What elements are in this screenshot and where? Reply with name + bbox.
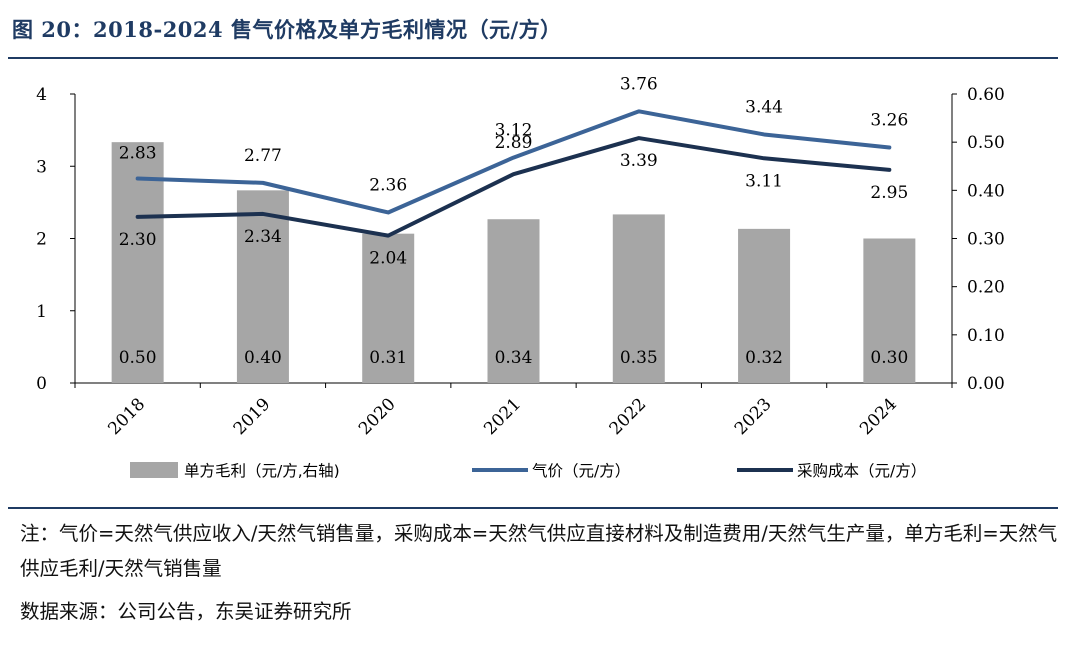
bar-gross-margin	[487, 219, 540, 383]
combo-chart: 0 1 2 3 4 0.00 0.10 0.20 0.30 0.40 0.50 0.60 2018 201…	[36, 74, 1005, 480]
left-axis-tick-label: 0	[36, 374, 47, 394]
left-axis-tick-label: 4	[36, 85, 47, 105]
bar-gross-margin	[362, 233, 415, 383]
legend-label-price: 气价（元/方）	[532, 462, 630, 480]
chart-title: 图 20：2018-2024 售气价格及单方毛利情况（元/方）	[12, 17, 562, 42]
top-divider	[8, 57, 1058, 59]
x-axis-tick-label: 2020	[355, 394, 400, 439]
bar-data-label: 0.35	[620, 348, 658, 368]
left-axis-tick-label: 2	[36, 230, 47, 250]
price-data-label: 3.12	[495, 121, 533, 141]
right-axis-tick-label: 0.10	[967, 326, 1005, 346]
bar-data-label: 0.34	[495, 348, 533, 368]
price-data-label: 2.83	[119, 144, 157, 164]
bar-gross-margin	[236, 190, 289, 383]
right-axis-tick-label: 0.40	[967, 181, 1005, 201]
bar-gross-margin	[738, 228, 791, 383]
bar-data-label: 0.30	[870, 348, 908, 368]
bottom-divider	[8, 507, 1058, 509]
x-axis-tick-label: 2019	[230, 394, 275, 439]
right-axis-tick-label: 0.50	[967, 133, 1005, 153]
x-axis-tick-label: 2022	[606, 394, 651, 439]
x-axis-tick-label: 2021	[480, 394, 525, 439]
legend-label-cost: 采购成本（元/方）	[797, 462, 926, 480]
x-axis-tick-label: 2024	[856, 394, 901, 439]
price-data-label: 2.36	[369, 175, 407, 195]
x-axis-tick-label: 2018	[104, 394, 149, 439]
price-data-label: 3.44	[745, 97, 783, 117]
price-data-label: 3.26	[870, 110, 908, 130]
bar-gross-margin	[863, 238, 916, 383]
cost-data-label: 2.89	[495, 133, 533, 153]
right-axis-tick-label: 0.00	[967, 374, 1005, 394]
bar-data-label: 0.32	[745, 348, 783, 368]
left-axis-tick-label: 3	[36, 157, 47, 177]
series-line-purchase-cost	[135, 136, 892, 238]
bar-data-label: 0.31	[369, 348, 407, 368]
right-axis-tick-label: 0.60	[967, 85, 1005, 105]
price-data-label: 2.77	[244, 146, 282, 166]
right-axis-tick-label: 0.30	[967, 230, 1005, 250]
bar-gross-margin	[612, 214, 665, 383]
cost-data-label: 2.34	[244, 227, 282, 247]
legend-label-bar: 单方毛利（元/方,右轴)	[184, 462, 340, 480]
bar-data-label: 0.50	[119, 348, 157, 368]
right-axis-tick-label: 0.20	[967, 278, 1005, 298]
series-line-gas-price	[135, 109, 892, 215]
x-axis-tick-label: 2023	[731, 394, 776, 439]
legend-swatch-bar	[130, 462, 178, 478]
cost-data-label: 2.04	[369, 249, 407, 269]
data-source: 数据来源：公司公告，东吴证券研究所	[20, 600, 352, 623]
bar-gross-margin	[111, 142, 164, 383]
cost-data-label: 2.95	[870, 183, 908, 203]
cost-data-label: 2.30	[119, 230, 157, 250]
cost-data-label: 3.11	[745, 171, 783, 191]
bar-data-label: 0.40	[244, 348, 282, 368]
cost-data-label: 3.39	[620, 151, 658, 171]
left-axis-tick-label: 1	[36, 302, 47, 322]
chart-note: 注：气价=天然气供应收入/天然气销售量，采购成本=天然气供应直接材料及制造费用/…	[20, 522, 1058, 580]
price-data-label: 3.76	[620, 74, 658, 94]
